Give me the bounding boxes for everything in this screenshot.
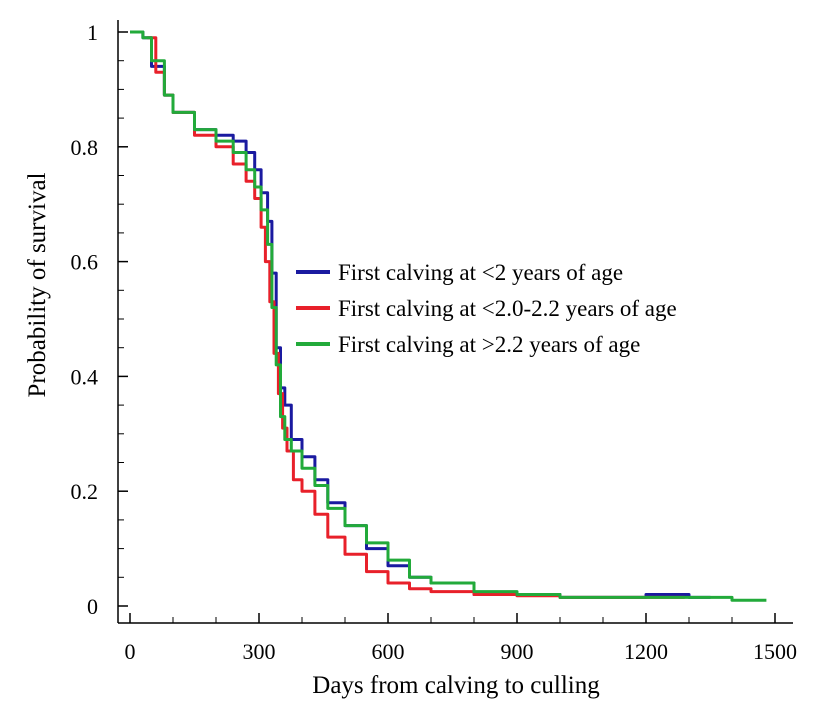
y-tick-label: 0.8	[71, 135, 99, 160]
x-axis-title: Days from calving to culling	[312, 672, 600, 699]
y-tick-label: 0	[87, 594, 98, 619]
legend-label-1: First calving at <2 years of age	[338, 260, 623, 285]
axes: 0 0.2 0.4 0.6 0.8 1 0 300 600 900 1200 1500	[71, 20, 797, 664]
x-tick-label: 300	[243, 639, 276, 664]
x-tick-label: 0	[125, 639, 136, 664]
y-tick-label: 0.2	[71, 479, 99, 504]
legend-label-2: First calving at <2.0-2.2 years of age	[338, 296, 677, 321]
x-tick-label: 600	[372, 639, 405, 664]
x-tick-label: 1500	[753, 639, 797, 664]
y-axis-title: Probability of survival	[24, 172, 51, 397]
series-line-3	[130, 30, 767, 602]
y-tick-label: 1	[87, 20, 98, 45]
x-tick-label: 1200	[624, 639, 668, 664]
y-tick-label: 0.6	[71, 250, 99, 275]
x-tick-label: 900	[501, 639, 534, 664]
legend-label-3: First calving at >2.2 years of age	[338, 332, 640, 357]
y-tick-label: 0.4	[71, 364, 99, 389]
series-layer	[130, 30, 767, 602]
legend: First calving at <2 years of age First ca…	[296, 260, 677, 357]
